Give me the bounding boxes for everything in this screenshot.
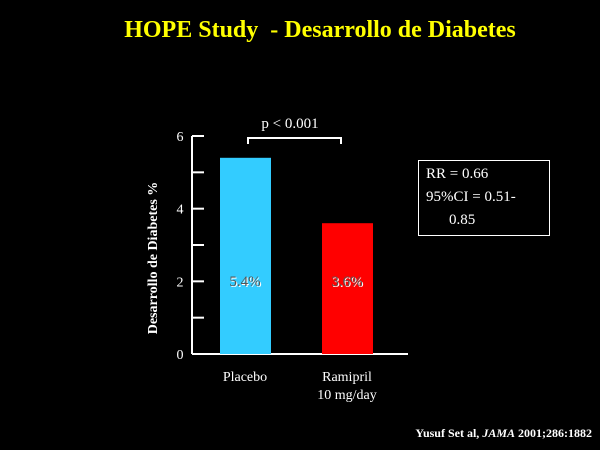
chart-bars: [220, 157, 373, 354]
citation-journal: JAMA: [482, 426, 515, 440]
p-value-label: p < 0.001: [261, 116, 318, 132]
bar-value-shadow: 5.4%: [230, 275, 261, 291]
y-axis-label: Desarrollo de Diabetes %: [146, 182, 161, 335]
ci-value: 95%CI = 0.51-: [426, 189, 516, 205]
y-tick-label: 4: [177, 203, 184, 218]
citation-reference: 2001;286:1882: [518, 426, 592, 440]
y-tick-label: 0: [177, 348, 184, 363]
x-category-label: Ramipril: [322, 370, 372, 385]
slide-title: HOPE Study - Desarrollo de Diabetes: [124, 17, 516, 43]
bar-value-label: 5.4%: [229, 274, 260, 290]
relative-risk-box: RR = 0.66 95%CI = 0.51- 0.85: [418, 160, 550, 236]
rr-value: RR = 0.66: [426, 166, 489, 182]
significance-bracket: p < 0.001: [247, 116, 342, 144]
bar-value-label: 3.6%: [331, 274, 362, 290]
bar-ramipril: [322, 223, 373, 354]
y-tick-label: 6: [177, 130, 184, 145]
bar-placebo: [220, 157, 271, 354]
bar-value-shadow: 3.6%: [332, 275, 363, 291]
citation-authors: Yusuf Set al,: [415, 426, 480, 440]
x-category-label: 10 mg/day: [317, 388, 377, 403]
y-tick-label: 2: [177, 275, 184, 290]
ci-upper: 0.85: [449, 212, 476, 228]
source-citation: Yusuf Set al, JAMA 2001;286:1882: [415, 426, 592, 441]
x-category-label: Placebo: [223, 370, 267, 385]
